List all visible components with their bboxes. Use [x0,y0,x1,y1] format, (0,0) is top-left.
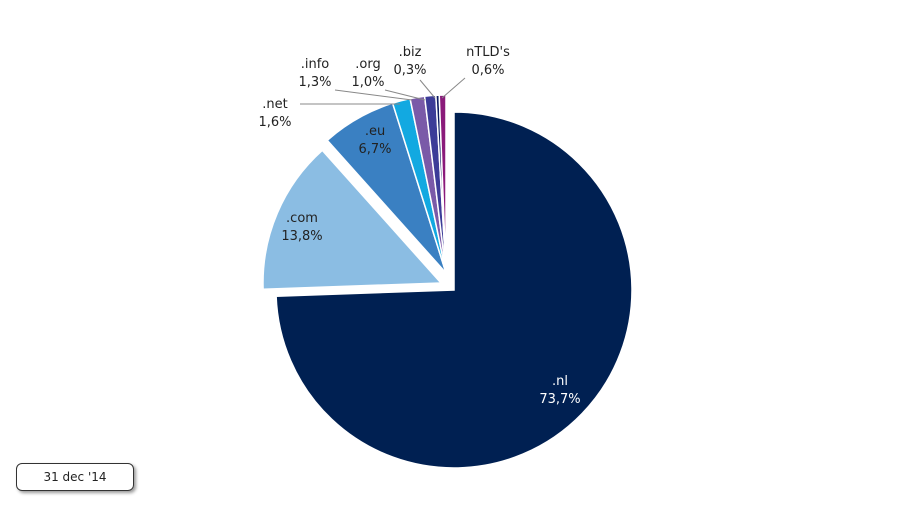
data-label-name: .org [355,57,380,72]
data-label-name: .nl [552,374,568,389]
leader-line [441,77,466,99]
pie-slice-com [262,149,443,290]
data-label-name: .net [262,97,287,112]
data-label-value: 6,7% [358,142,391,157]
leader-line [419,79,436,99]
leader-line [334,89,413,101]
leader-line [384,89,426,101]
data-label-value: 1,6% [258,115,291,130]
data-label-value: 13,8% [281,229,322,244]
data-label-value: 1,3% [298,75,331,90]
data-label-value: 0,3% [393,63,426,78]
data-label-name: .info [301,57,330,72]
data-label-value: 0,6% [471,63,504,78]
data-label-name: nTLD's [466,45,510,60]
pie-slice-nl [275,111,633,469]
data-label-name: .com [286,211,318,226]
data-label-value: 73,7% [539,392,580,407]
data-label-name: .eu [365,124,385,139]
date-label: 31 dec '14 [16,463,134,491]
data-label-value: 1,0% [351,75,384,90]
data-label-name: .biz [399,45,422,60]
